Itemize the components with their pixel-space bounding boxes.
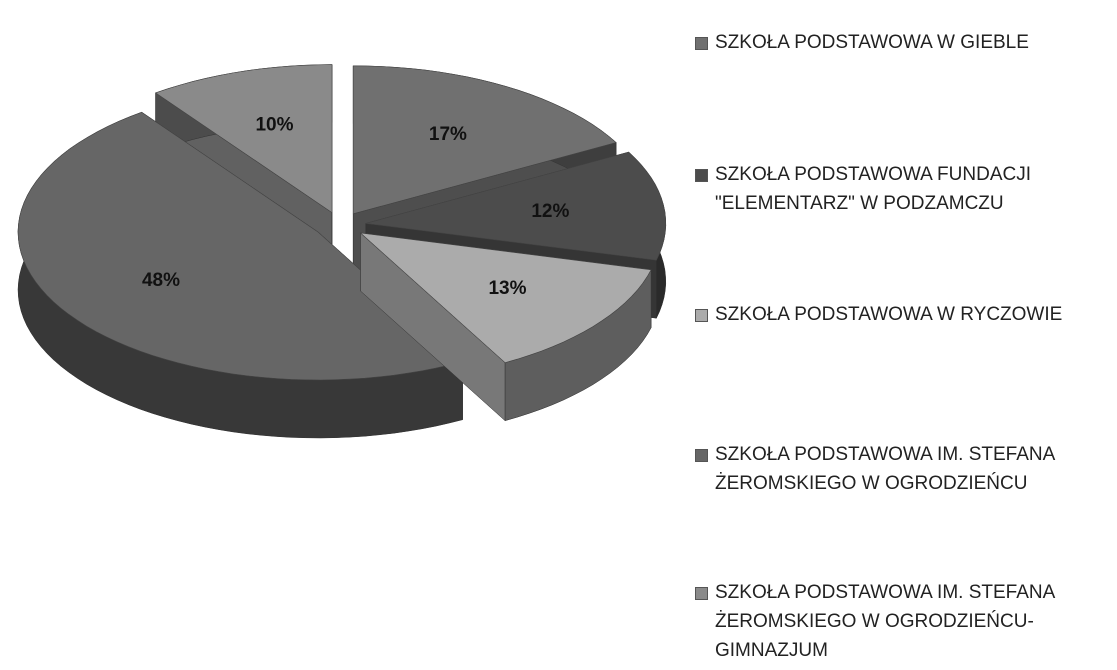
data-label: 13% bbox=[488, 278, 526, 299]
legend-label: SZKOŁA PODSTAWOWA W RYCZOWIE bbox=[715, 304, 1063, 325]
slice-top bbox=[154, 64, 333, 214]
legend-swatch bbox=[695, 587, 708, 600]
legend-item: SZKOŁA PODSTAWOWA IM. STEFANA ŻEROMSKIEG… bbox=[695, 578, 1105, 665]
legend-swatch bbox=[695, 449, 708, 462]
legend-item: SZKOŁA PODSTAWOWA IM. STEFANA ŻEROMSKIEG… bbox=[695, 440, 1105, 498]
data-label: 10% bbox=[255, 114, 293, 135]
legend-label: SZKOŁA PODSTAWOWA IM. STEFANA ŻEROMSKIEG… bbox=[715, 582, 1055, 661]
data-label: 12% bbox=[531, 201, 569, 222]
slice: 48% bbox=[17, 111, 464, 439]
legend-swatch bbox=[695, 37, 708, 50]
slice-top bbox=[352, 65, 617, 215]
legend-label: SZKOŁA PODSTAWOWA IM. STEFANA ŻEROMSKIEG… bbox=[715, 444, 1055, 494]
slice: 13% bbox=[359, 232, 652, 422]
legend-label: SZKOŁA PODSTAWOWA W GIEBLE bbox=[715, 32, 1029, 53]
data-label: 17% bbox=[429, 124, 467, 145]
pie-area: 10% 17% 12% 48% 13% bbox=[17, 64, 667, 439]
legend-label: SZKOŁA PODSTAWOWA FUNDACJI "ELEMENTARZ" … bbox=[715, 164, 1031, 214]
slice-top bbox=[17, 111, 464, 381]
slice-top bbox=[365, 151, 667, 261]
legend-item: SZKOŁA PODSTAWOWA FUNDACJI "ELEMENTARZ" … bbox=[695, 160, 1105, 218]
legend-swatch bbox=[695, 309, 708, 322]
legend-swatch bbox=[695, 169, 708, 182]
data-label: 48% bbox=[142, 270, 180, 291]
slice-top bbox=[359, 232, 652, 364]
legend-item: SZKOŁA PODSTAWOWA W GIEBLE bbox=[695, 28, 1105, 57]
legend-item: SZKOŁA PODSTAWOWA W RYCZOWIE bbox=[695, 300, 1105, 329]
